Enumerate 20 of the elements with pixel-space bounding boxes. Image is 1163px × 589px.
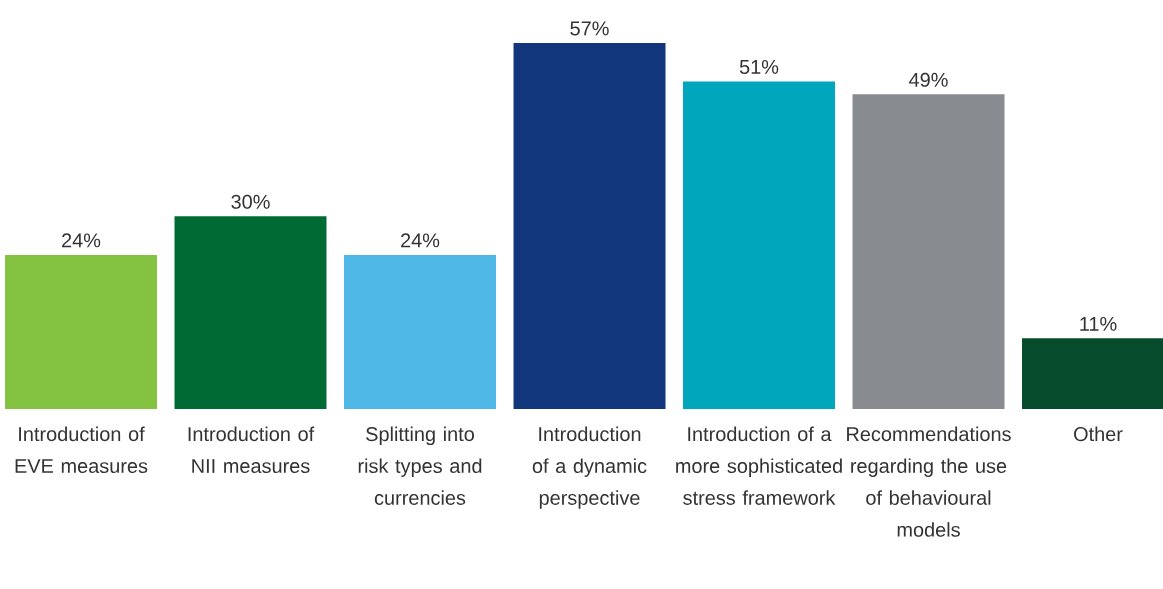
x-tick-label: Introduction of a dynamic perspective — [532, 426, 647, 509]
bar — [683, 81, 836, 409]
data-label: 30% — [231, 194, 270, 209]
x-tick-label: Splitting into risk types and currencies — [358, 426, 482, 505]
data-label: 49% — [909, 72, 948, 87]
x-tick-label: Introduction of EVE measures — [15, 426, 148, 474]
x-tick-label: Other — [1074, 426, 1123, 442]
bar — [174, 216, 327, 409]
x-tick-label: Recommendations regarding the use of behavioural models — [847, 426, 1011, 537]
data-label: 11% — [1080, 316, 1117, 331]
bar — [513, 42, 666, 409]
data-label: 24% — [62, 233, 101, 248]
x-tick-label: Introduction of NII measures — [188, 426, 315, 474]
bar — [852, 94, 1005, 409]
x-tick-label: Introduction of a more sophisticated stress framework — [676, 426, 842, 505]
data-label: 57% — [570, 21, 609, 36]
data-label: 51% — [739, 59, 779, 74]
data-label: 24% — [401, 233, 440, 248]
bar — [5, 254, 157, 409]
bar — [344, 254, 497, 409]
